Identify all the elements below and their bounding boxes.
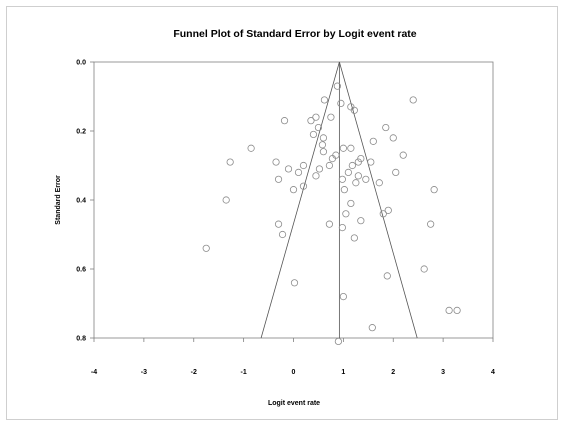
- study-point: [427, 220, 435, 228]
- x-tick-label: -1: [241, 369, 247, 376]
- study-point: [280, 117, 289, 125]
- plot-area: 0.0 0.2 0.4 0.6 0.8 -4 -3 -2 -1 0 1 2 3 4: [76, 60, 495, 377]
- study-point: [325, 161, 334, 170]
- study-point: [314, 123, 323, 132]
- study-point: [307, 117, 315, 125]
- y-tick-label: 0.0: [76, 60, 86, 67]
- study-point: [342, 210, 350, 218]
- study-point: [382, 123, 390, 132]
- x-tick-label: 3: [441, 369, 445, 376]
- study-point: [278, 230, 287, 239]
- study-point: [354, 172, 362, 180]
- x-tick-label: 2: [391, 369, 395, 376]
- y-tick-label: 0.6: [76, 267, 86, 274]
- study-point: [337, 99, 345, 108]
- study-point: [409, 96, 417, 104]
- study-point: [383, 272, 391, 280]
- chart-title: Funnel Plot of Standard Error by Logit e…: [173, 28, 416, 40]
- study-point: [347, 103, 355, 111]
- study-point: [389, 134, 397, 142]
- study-point: [290, 279, 299, 287]
- study-point: [325, 220, 334, 228]
- study-point: [339, 144, 347, 152]
- study-point: [318, 141, 327, 149]
- study-point: [420, 265, 428, 273]
- study-point: [274, 175, 283, 183]
- study-point: [272, 158, 280, 166]
- study-point: [202, 244, 210, 252]
- study-point: [369, 137, 377, 145]
- study-point: [247, 144, 255, 152]
- study-point: [350, 106, 358, 114]
- study-point: [352, 179, 360, 187]
- study-point: [289, 186, 298, 194]
- funnel-left-line: [260, 61, 340, 339]
- study-point: [344, 168, 352, 176]
- study-point: [340, 186, 348, 194]
- study-point: [222, 196, 230, 204]
- study-point: [368, 324, 376, 332]
- x-tick-label: -2: [191, 369, 197, 376]
- study-point: [274, 220, 283, 228]
- study-point: [375, 179, 383, 187]
- study-point: [367, 158, 375, 166]
- study-point: [347, 144, 355, 152]
- y-tick-label: 0.2: [76, 129, 86, 136]
- study-point: [347, 199, 355, 208]
- study-point: [384, 206, 392, 214]
- x-tick-label: 0: [292, 369, 296, 376]
- study-point: [294, 168, 303, 176]
- x-axis-label: Logit event rate: [268, 400, 320, 407]
- study-point: [312, 172, 320, 180]
- study-point: [333, 82, 341, 90]
- study-point: [379, 210, 387, 218]
- study-point: [319, 148, 328, 156]
- study-point: [284, 165, 293, 173]
- study-point: [299, 161, 308, 170]
- study-point: [399, 151, 407, 159]
- y-tick-label: 0.4: [76, 198, 86, 205]
- study-point: [445, 306, 453, 314]
- study-point: [328, 155, 337, 163]
- study-point: [327, 113, 335, 121]
- study-point: [315, 165, 324, 173]
- study-point: [357, 217, 365, 225]
- study-point: [350, 234, 358, 242]
- x-tick-label: 1: [341, 369, 345, 376]
- study-point: [320, 96, 329, 104]
- y-axis-label: Standard Error: [55, 175, 62, 225]
- study-point: [338, 224, 346, 232]
- chart-frame: [6, 6, 558, 420]
- study-point: [226, 158, 234, 166]
- study-point: [309, 130, 318, 139]
- study-point: [339, 292, 347, 301]
- study-point: [392, 168, 400, 176]
- study-point: [362, 175, 370, 183]
- study-point: [453, 306, 461, 314]
- study-point: [334, 337, 342, 346]
- study-point: [348, 161, 356, 170]
- y-tick-label: 0.8: [76, 336, 86, 343]
- study-point: [332, 151, 340, 159]
- x-tick-label: 4: [491, 369, 495, 376]
- plot-border: [93, 61, 494, 339]
- study-point: [319, 134, 328, 142]
- study-point: [338, 175, 346, 183]
- x-tick-label: -4: [91, 369, 97, 376]
- study-point: [430, 186, 438, 194]
- x-tick-label: -3: [141, 369, 147, 376]
- study-point: [354, 158, 362, 166]
- study-point: [312, 113, 320, 121]
- study-point: [299, 182, 308, 190]
